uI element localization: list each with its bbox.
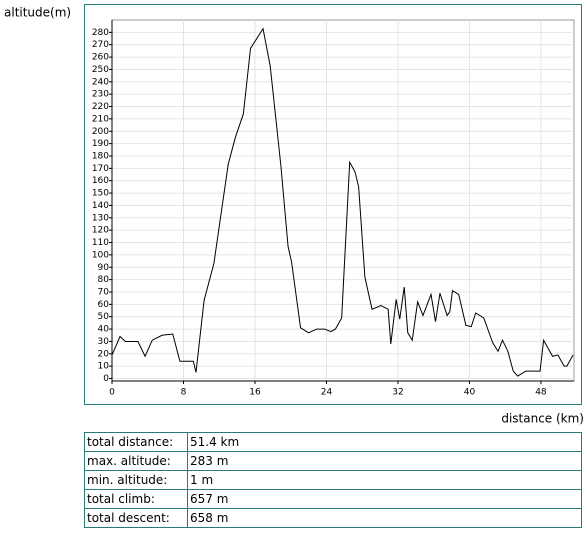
x-tick-label: 8: [181, 388, 187, 398]
y-tick-label: 110: [92, 238, 109, 248]
table-row: total climb: 657 m: [84, 489, 582, 509]
y-tick-label: 210: [92, 114, 109, 124]
x-axis-label: distance (km): [501, 412, 584, 426]
x-tick-label: 32: [392, 388, 403, 398]
stat-value: 657 m: [187, 489, 582, 509]
y-tick-label: 0: [103, 374, 109, 384]
y-tick-label: 20: [98, 349, 110, 359]
y-tick-label: 240: [92, 77, 109, 87]
table-row: total distance: 51.4 km: [84, 432, 582, 452]
table-row: max. altitude: 283 m: [84, 451, 582, 471]
y-tick-label: 160: [92, 176, 109, 186]
y-tick-label: 150: [92, 189, 109, 199]
y-tick-label: 180: [92, 151, 109, 161]
stat-value: 51.4 km: [187, 432, 582, 452]
y-tick-label: 60: [98, 300, 110, 310]
x-tick-label: 0: [109, 388, 115, 398]
y-tick-label: 140: [92, 201, 109, 211]
chart: altitude(m) distance (km) 0 10 20 30 40 50 60 7…: [4, 4, 584, 426]
stat-value: 283 m: [187, 451, 582, 471]
x-tick-label: 16: [249, 388, 261, 398]
y-tick-label: 130: [92, 213, 109, 223]
y-tick-label: 120: [92, 226, 109, 236]
y-tick-label: 260: [92, 53, 109, 63]
table-row: total descent: 658 m: [84, 508, 582, 528]
y-tick-label: 90: [98, 263, 110, 273]
y-tick-label: 220: [92, 102, 109, 112]
y-tick-label: 200: [92, 127, 109, 137]
x-tick-label: 48: [535, 388, 547, 398]
stat-label: max. altitude:: [84, 451, 188, 471]
y-tick-label: 250: [92, 65, 109, 75]
altitude-line: [111, 27, 574, 377]
stat-label: min. altitude:: [84, 470, 188, 490]
y-axis-label: altitude(m): [4, 6, 71, 20]
stat-label: total descent:: [84, 508, 188, 528]
y-tick-label: 230: [92, 90, 109, 100]
stats-table: total distance: 51.4 km max. altitude: 283 …: [84, 432, 582, 528]
stat-value: 1 m: [187, 470, 582, 490]
chart-frame: [84, 4, 582, 405]
y-tick-label: 30: [98, 337, 110, 347]
y-tick-label: 280: [92, 28, 109, 38]
y-tick-label: 10: [98, 362, 110, 372]
y-tick-label: 270: [92, 40, 109, 50]
y-tick-label: 170: [92, 164, 109, 174]
x-tick-label: 24: [321, 388, 333, 398]
stat-value: 658 m: [187, 508, 582, 528]
plot-area: [111, 19, 575, 382]
stat-label: total distance:: [84, 432, 188, 452]
y-tick-label: 70: [98, 287, 110, 297]
y-tick-label: 50: [98, 312, 110, 322]
y-tick-label: 80: [98, 275, 110, 285]
y-tick-label: 40: [98, 325, 110, 335]
table-row: min. altitude: 1 m: [84, 470, 582, 490]
y-tick-label: 190: [92, 139, 109, 149]
x-tick-label: 40: [464, 388, 476, 398]
stat-label: total climb:: [84, 489, 188, 509]
y-tick-label: 100: [92, 250, 109, 260]
